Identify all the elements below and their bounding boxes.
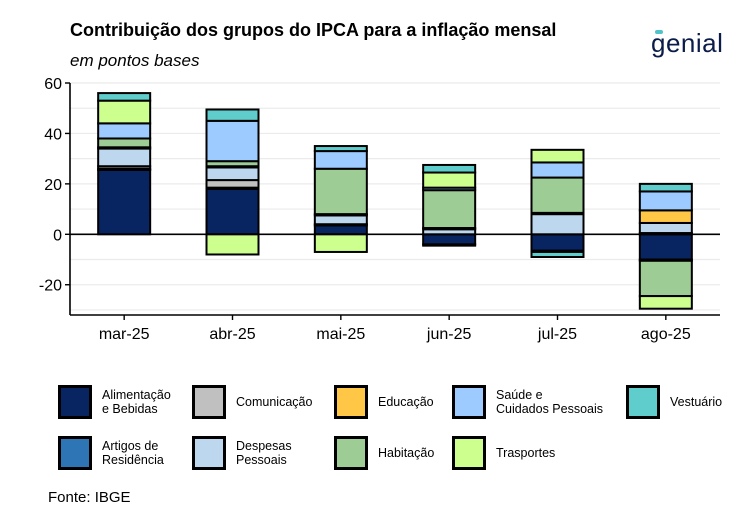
chart-subtitle: em pontos bases [70, 51, 200, 70]
legend-item: Comunicação [192, 385, 312, 419]
legend-swatch [58, 436, 92, 470]
bar-segment [205, 166, 260, 182]
legend-label: Artigos de Residência [102, 439, 164, 467]
bar-segment [422, 189, 477, 230]
legend-item: Trasportes [452, 436, 555, 470]
bar-segment [422, 243, 477, 247]
bar-segment [422, 171, 477, 189]
legend-label: Vestuário [670, 395, 723, 409]
x-tick-label: mar-25 [99, 326, 150, 343]
legend-label: Saúde e Cuidados Pessoais [496, 388, 604, 416]
y-tick-label: 20 [44, 177, 62, 194]
bar-segment [638, 259, 693, 298]
legend-swatch [58, 385, 92, 419]
bar-segment [205, 179, 260, 189]
bar-segment [530, 148, 585, 164]
y-tick-label: 0 [53, 227, 62, 244]
x-tick-label: jul-25 [537, 326, 577, 343]
bar-segment [313, 233, 368, 253]
bar-segment [97, 169, 152, 236]
bar-segment [530, 213, 585, 236]
legend-item: Habitação [334, 436, 434, 470]
bar-segment [97, 147, 152, 168]
source-note: Fonte: IBGE [48, 489, 131, 506]
bar-segment [97, 122, 152, 140]
legend-item: Educação [334, 385, 434, 419]
bar-segment [205, 187, 260, 236]
legend-swatch [192, 436, 226, 470]
bar-segment [530, 250, 585, 259]
bar-segment [205, 108, 260, 122]
bar-segment [530, 176, 585, 214]
bar-segment [313, 224, 368, 236]
chart-title: Contribuição dos grupos do IPCA para a i… [70, 20, 557, 40]
bar-segment [422, 233, 477, 246]
legend-swatch [334, 436, 368, 470]
bar-segment [530, 161, 585, 179]
legend-item: Artigos de Residência [58, 436, 164, 470]
x-tick-label: ago-25 [641, 326, 691, 343]
y-tick-label: 40 [44, 126, 62, 143]
legend-swatch [334, 385, 368, 419]
bar-segment [205, 233, 260, 256]
bar-segment [530, 233, 585, 252]
bar-segment [97, 137, 152, 149]
bar-segment [422, 163, 477, 174]
legend-label: Trasportes [496, 446, 556, 460]
y-tick-label: -20 [39, 278, 62, 295]
bar-segment [638, 190, 693, 212]
legend-label: Comunicação [236, 395, 313, 409]
x-tick-label: abr-25 [209, 326, 255, 343]
legend-item: Saúde e Cuidados Pessoais [452, 385, 603, 419]
legend-swatch [452, 436, 486, 470]
legend-label: Educação [378, 395, 434, 409]
bar-segment [313, 167, 368, 216]
legend-swatch [192, 385, 226, 419]
legend-label: Alimentação e Bebidas [102, 388, 171, 416]
legend-item: Alimentação e Bebidas [58, 385, 171, 419]
bar-segment [638, 209, 693, 224]
legend-swatch [626, 385, 660, 419]
brand-logo: genial [651, 28, 724, 58]
stacked-bar-chart: 60 40 20 0 -20 mar-25 abr-25 mai-25 jun-25 jul-25… [39, 76, 720, 343]
bar-segment [313, 214, 368, 226]
bar-segment [313, 145, 368, 153]
logo-accent-icon [655, 30, 663, 34]
bar-segment [638, 295, 693, 310]
x-tick-label: mai-25 [316, 326, 365, 343]
legend-item: Vestuário [626, 385, 722, 419]
legend-label: Despesas Pessoais [236, 439, 292, 467]
bar-segment [638, 182, 693, 193]
y-tick-label: 60 [44, 76, 62, 93]
legend-label: Habitação [378, 446, 435, 460]
x-tick-label: jun-25 [426, 326, 472, 343]
bar-segment [638, 221, 693, 235]
bar-segment [97, 92, 152, 102]
bar-segment [205, 119, 260, 163]
legend-item: Despesas Pessoais [192, 436, 292, 470]
bar-segment [313, 150, 368, 170]
bar-segment [97, 99, 152, 125]
legend-swatch [452, 385, 486, 419]
bar-segment [638, 233, 693, 261]
